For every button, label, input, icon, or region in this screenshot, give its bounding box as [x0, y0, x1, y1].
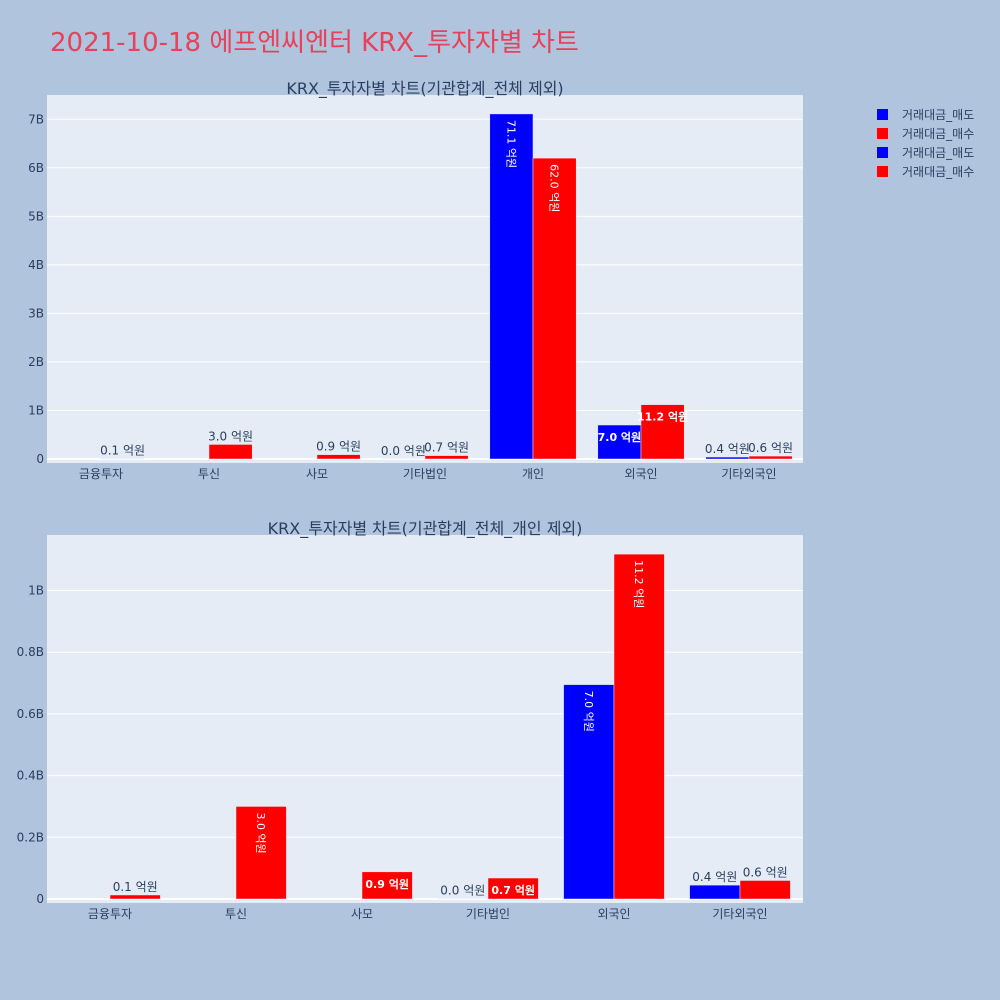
- y-tick-label: 0.8B: [17, 645, 44, 659]
- y-tick-label: 0.4B: [17, 769, 44, 783]
- bar-buy[interactable]: [424, 455, 469, 460]
- page-title: 2021-10-18 에프엔씨엔터 KRX_투자자별 차트: [50, 28, 579, 58]
- y-tick-label: 1B: [28, 403, 44, 417]
- bar-buy[interactable]: [739, 880, 791, 900]
- y-tick-label: 5B: [28, 209, 44, 223]
- bar-data-label: 0.4 억원: [692, 870, 737, 884]
- x-tick-label: 외국인: [624, 467, 657, 481]
- y-tick-label: 7B: [28, 112, 44, 126]
- bar-data-label: 0.1 억원: [100, 444, 145, 458]
- plot-area: [47, 535, 803, 903]
- bar-data-label: 62.0 억원: [548, 164, 561, 212]
- bar-sell[interactable]: [705, 456, 750, 460]
- y-tick-label: 1B: [28, 584, 44, 598]
- bar-data-label: 11.2 억원: [637, 410, 688, 424]
- y-tick-label: 4B: [28, 258, 44, 272]
- x-tick-label: 외국인: [597, 907, 630, 921]
- chart-title: KRX_투자자별 차트(기관합계_전체_개인 제외): [268, 519, 583, 539]
- y-tick-label: 3B: [28, 306, 44, 320]
- bar-buy[interactable]: [748, 455, 793, 460]
- y-tick-label: 0.6B: [17, 707, 44, 721]
- x-tick-label: 기타외국인: [712, 907, 767, 921]
- bar-data-label: 0.0 억원: [381, 444, 426, 458]
- x-tick-label: 금융투자: [79, 467, 123, 481]
- legend-swatch[interactable]: [877, 109, 888, 120]
- bar-buy[interactable]: [109, 894, 161, 900]
- bar-data-label: 0.9 억원: [316, 440, 361, 454]
- legend-item-label[interactable]: 거래대금_매도: [902, 146, 974, 160]
- x-tick-label: 투신: [225, 907, 247, 921]
- bar-buy[interactable]: [532, 157, 577, 460]
- bar-data-label: 7.0 억원: [598, 430, 642, 444]
- legend-item-label[interactable]: 거래대금_매도: [902, 108, 974, 122]
- bar-data-label: 3.0 억원: [254, 812, 267, 853]
- x-tick-label: 기타외국인: [721, 467, 776, 481]
- y-tick-label: 0: [36, 452, 44, 466]
- x-tick-label: 사모: [306, 467, 328, 481]
- bar-data-label: 0.6 억원: [743, 865, 788, 879]
- bar-data-label: 11.2 억원: [632, 560, 645, 608]
- bar-data-label: 0.9 억원: [365, 877, 409, 891]
- bar-buy[interactable]: [361, 871, 413, 900]
- x-tick-label: 투신: [198, 467, 220, 481]
- legend-swatch[interactable]: [877, 166, 888, 177]
- bar-data-label: 0.7 억원: [424, 441, 469, 455]
- x-tick-label: 기타법인: [403, 467, 447, 481]
- chart-title: KRX_투자자별 차트(기관합계_전체 제외): [286, 79, 563, 99]
- y-tick-label: 0.2B: [17, 830, 44, 844]
- bar-data-label: 0.1 억원: [113, 880, 158, 894]
- chart-top: KRX_투자자별 차트(기관합계_전체 제외) 0 1B 2B 3B 4B 5B 6B 7B 금융…: [28, 79, 803, 481]
- bar-sell[interactable]: [563, 684, 615, 900]
- bar-buy[interactable]: [316, 454, 361, 460]
- bar-sell[interactable]: [689, 884, 741, 900]
- legend-swatch[interactable]: [877, 128, 888, 139]
- bar-sell[interactable]: [489, 113, 534, 460]
- bar-data-label: 71.1 억원: [504, 120, 517, 168]
- y-tick-label: 0: [36, 892, 44, 906]
- legend-item-label[interactable]: 거래대금_매수: [902, 127, 974, 141]
- x-tick-label: 개인: [522, 467, 544, 481]
- bar-data-label: 3.0 억원: [208, 429, 253, 443]
- y-tick-label: 6B: [28, 161, 44, 175]
- bar-buy[interactable]: [208, 444, 253, 460]
- x-tick-label: 금융투자: [88, 907, 132, 921]
- chart-bottom: KRX_투자자별 차트(기관합계_전체_개인 제외) 0 0.2B 0.4B 0.6B 0…: [17, 519, 803, 921]
- bar-data-label: 7.0 억원: [582, 691, 595, 732]
- bar-buy[interactable]: [235, 806, 287, 900]
- x-tick-label: 사모: [351, 907, 373, 921]
- bar-buy[interactable]: [613, 553, 665, 900]
- bar-data-label: 0.7 억원: [491, 883, 535, 897]
- bar-data-label: 0.0 억원: [440, 884, 485, 898]
- bar-buy[interactable]: [487, 877, 539, 900]
- plot-area: [47, 95, 803, 463]
- legend-item-label[interactable]: 거래대금_매수: [902, 165, 974, 179]
- bar-buy[interactable]: [640, 404, 685, 460]
- bar-data-label: 0.6 억원: [748, 441, 793, 455]
- y-tick-label: 2B: [28, 355, 44, 369]
- bar-sell[interactable]: [597, 424, 642, 460]
- x-tick-label: 기타법인: [466, 907, 510, 921]
- bar-data-label: 0.4 억원: [705, 442, 750, 456]
- legend-swatch[interactable]: [877, 147, 888, 158]
